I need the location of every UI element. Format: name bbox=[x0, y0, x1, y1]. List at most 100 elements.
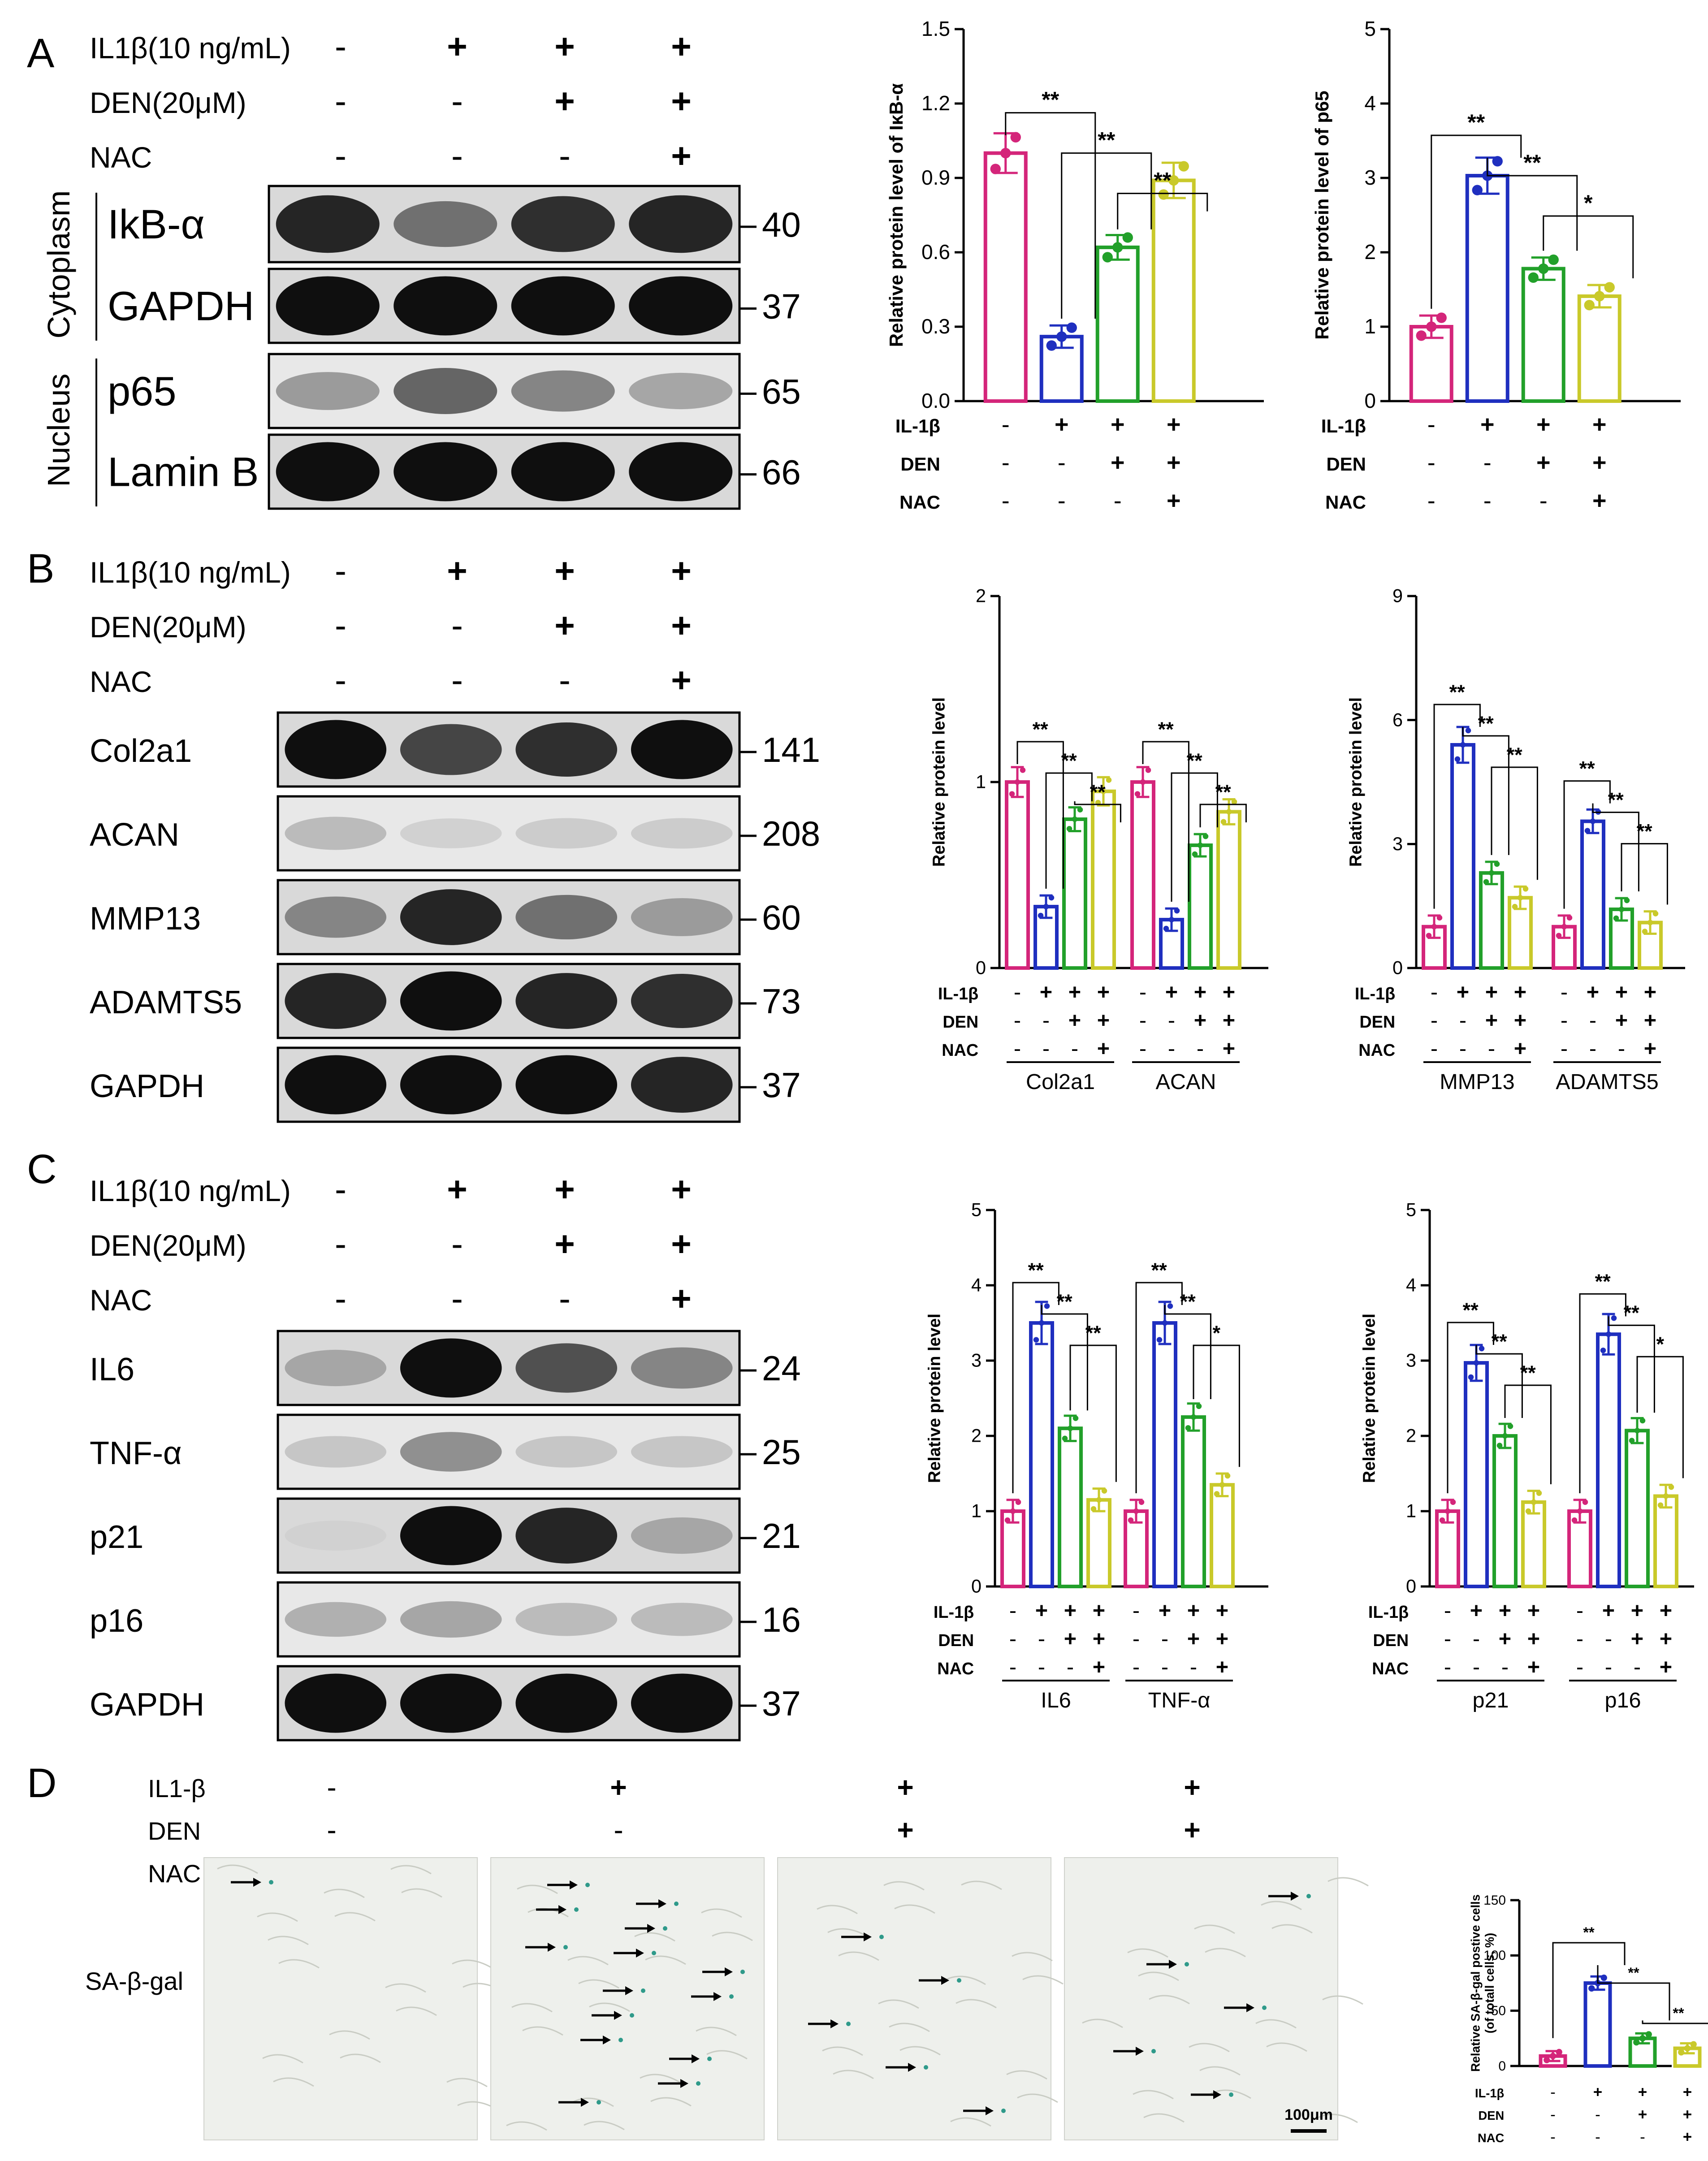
data-point bbox=[1220, 819, 1227, 825]
sign-mark: - bbox=[1427, 487, 1436, 514]
data-point bbox=[1015, 1499, 1021, 1505]
sign-mark: + bbox=[1111, 449, 1125, 476]
sign-mark: - bbox=[1605, 1627, 1612, 1651]
sign-row-label: IL-1β bbox=[934, 1603, 974, 1622]
treatment-sign: - bbox=[451, 81, 463, 121]
sign-mark: - bbox=[1550, 2128, 1556, 2146]
data-point bbox=[1043, 903, 1049, 910]
significance-bracket bbox=[1608, 1316, 1655, 1413]
y-axis-label: Relative SA-β-gal postive cells bbox=[1469, 1894, 1483, 2072]
kda-label: 21 bbox=[762, 1516, 801, 1556]
sign-mark: - bbox=[1014, 980, 1021, 1004]
significance-bracket bbox=[1621, 843, 1668, 905]
sign-mark: + bbox=[1615, 980, 1628, 1004]
band-label: MMP13 bbox=[90, 901, 201, 937]
data-point bbox=[1488, 870, 1495, 876]
sign-mark: - bbox=[1539, 487, 1548, 514]
data-point bbox=[1507, 1423, 1513, 1429]
data-point bbox=[1468, 1374, 1474, 1380]
data-point bbox=[1174, 908, 1180, 914]
data-point bbox=[1128, 1517, 1134, 1523]
treatment-sign: + bbox=[447, 551, 467, 590]
significance-mark: ** bbox=[1028, 1259, 1044, 1282]
blot-strip-gapdh bbox=[277, 1665, 741, 1742]
sign-row-label: NAC bbox=[1372, 1660, 1409, 1678]
sign-mark: + bbox=[1093, 1627, 1105, 1651]
blot-strip-p16 bbox=[277, 1581, 741, 1658]
sign-mark: + bbox=[1592, 449, 1607, 476]
data-point bbox=[1156, 1337, 1163, 1343]
blot-band bbox=[276, 372, 380, 410]
kda-label: 73 bbox=[762, 981, 801, 1021]
treatment-sign: - bbox=[451, 605, 463, 645]
data-point bbox=[1214, 1491, 1220, 1497]
blot-band bbox=[400, 724, 502, 775]
data-point bbox=[1426, 933, 1432, 938]
data-point bbox=[1492, 156, 1503, 167]
blot-band bbox=[515, 1603, 618, 1636]
blot-band bbox=[629, 276, 733, 336]
d-sign-mark: - bbox=[614, 1814, 623, 1846]
data-point bbox=[1163, 925, 1169, 932]
sign-mark: - bbox=[1133, 1599, 1140, 1623]
band-label: IkB-α bbox=[108, 202, 205, 247]
sign-mark: - bbox=[1071, 1037, 1078, 1061]
treatment-label-c-2: NAC bbox=[90, 1284, 152, 1317]
blot-band bbox=[629, 442, 733, 501]
data-point bbox=[1544, 2057, 1550, 2063]
treatment-sign: + bbox=[671, 660, 692, 700]
significance-mark: ** bbox=[1449, 681, 1466, 704]
sign-mark: - bbox=[1133, 1655, 1140, 1679]
data-point bbox=[1000, 147, 1011, 159]
blot-band bbox=[515, 1673, 618, 1733]
significance-mark: ** bbox=[1090, 781, 1106, 804]
significance-bracket bbox=[1171, 772, 1218, 902]
data-point bbox=[1426, 321, 1437, 332]
arrow-icon bbox=[625, 1924, 667, 1933]
significance-mark: ** bbox=[1595, 1270, 1611, 1293]
sign-mark: - bbox=[1168, 1008, 1175, 1033]
group-label: ADAMTS5 bbox=[1556, 1070, 1659, 1094]
significance-mark: ** bbox=[1628, 1965, 1639, 1981]
blot-band bbox=[285, 1349, 387, 1387]
treatment-label-b-1: DEN(20μM) bbox=[90, 610, 246, 644]
sign-mark: - bbox=[1139, 980, 1146, 1004]
sign-row-label: DEN bbox=[1373, 1631, 1409, 1650]
sign-mark: + bbox=[1159, 1599, 1171, 1623]
blot-band bbox=[285, 720, 387, 779]
data-point bbox=[1226, 809, 1232, 815]
data-point bbox=[1219, 1482, 1225, 1488]
y-axis-label: Relative protein level bbox=[1360, 1314, 1379, 1483]
sign-mark: + bbox=[1165, 980, 1178, 1004]
band-label: p21 bbox=[90, 1519, 143, 1555]
sign-mark: + bbox=[1514, 1037, 1526, 1061]
blot-band bbox=[400, 889, 502, 945]
treatment-sign: - bbox=[335, 1169, 346, 1209]
data-point bbox=[1168, 916, 1175, 923]
blot-band bbox=[631, 1603, 733, 1636]
significance-bracket bbox=[1005, 112, 1096, 319]
data-point bbox=[1556, 933, 1562, 938]
sign-mark: + bbox=[1499, 1627, 1511, 1651]
blot-band bbox=[285, 1055, 387, 1115]
y-tick-label: 100 bbox=[1483, 1948, 1506, 1963]
sign-mark: - bbox=[1640, 2128, 1645, 2146]
sign-mark: - bbox=[1014, 1037, 1021, 1061]
treatment-sign: + bbox=[671, 1224, 692, 1263]
significance-mark: ** bbox=[1151, 1259, 1167, 1282]
kda-label: 37 bbox=[762, 1065, 801, 1105]
sign-mark: + bbox=[1499, 1599, 1511, 1623]
sign-mark: - bbox=[1473, 1627, 1480, 1651]
data-point bbox=[1517, 895, 1523, 901]
sign-mark: - bbox=[1009, 1627, 1016, 1651]
sign-mark: - bbox=[1014, 1008, 1021, 1033]
treatment-label-a-0: IL1β(10 ng/mL) bbox=[90, 31, 291, 65]
sign-row-label: NAC bbox=[1325, 492, 1366, 513]
data-point bbox=[990, 164, 1001, 174]
data-point bbox=[1522, 886, 1529, 892]
kda-label: 40 bbox=[762, 205, 801, 244]
sign-mark: + bbox=[1480, 411, 1495, 438]
data-point bbox=[1571, 1517, 1578, 1523]
group-label: ACAN bbox=[1155, 1070, 1216, 1094]
sign-mark: - bbox=[1634, 1655, 1641, 1679]
